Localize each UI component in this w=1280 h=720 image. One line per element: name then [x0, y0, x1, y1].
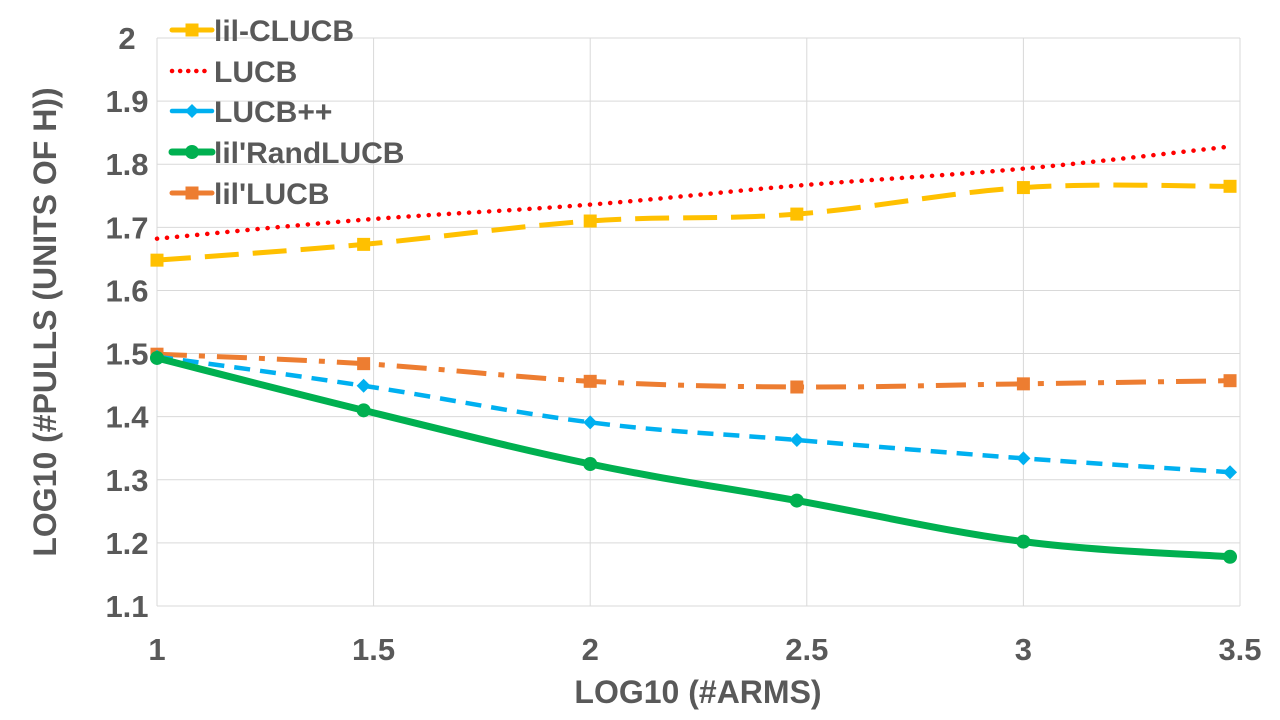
legend-label: LUCB	[214, 56, 297, 89]
data-point	[583, 214, 597, 228]
data-point	[1223, 549, 1238, 564]
data-point	[583, 415, 598, 430]
series-lil'RandLUCB	[150, 350, 1238, 564]
legend: lil-CLUCB LUCB LUCB++ lil'RandLUCB lil'LUCB	[168, 15, 404, 211]
data-point	[583, 374, 597, 388]
data-point	[357, 237, 371, 251]
legend-label: lil-CLUCB	[214, 15, 354, 48]
data-point	[150, 350, 164, 365]
legend-item: lil'LUCB	[169, 178, 329, 211]
x-tick-label: 2	[582, 632, 599, 667]
data-point	[1016, 377, 1030, 391]
data-point	[790, 380, 804, 394]
legend-marker	[185, 145, 199, 159]
series-lil-CLUCB	[150, 179, 1237, 267]
data-point	[789, 493, 804, 508]
x-tick-label: 1.5	[352, 632, 395, 667]
x-tick-label: 1	[148, 632, 165, 667]
gridlines	[156, 37, 1241, 607]
y-tick-label: 1.5	[105, 337, 148, 372]
y-tick-label: 1.8	[105, 147, 148, 182]
x-tick-label: 2.5	[785, 632, 828, 667]
data-point	[356, 403, 371, 418]
tick-labels: 1.1 1.2 1.3 1.4 1.5 1.6 1.7 1.8 1.9 2 1 1.5 2 2.5 3 3.5	[105, 21, 1261, 667]
data-point	[583, 457, 598, 471]
data-point	[150, 253, 164, 267]
legend-item: lil'RandLUCB	[168, 137, 404, 170]
data-point	[356, 378, 371, 393]
legend-label: lil'RandLUCB	[214, 137, 404, 170]
series-LUCB	[154, 144, 1233, 241]
y-tick-label: 2	[118, 21, 135, 56]
y-tick-label: 1.3	[105, 463, 148, 498]
y-tick-label: 1.2	[105, 526, 148, 561]
x-tick-label: 3.5	[1218, 632, 1261, 667]
y-tick-label: 1.6	[105, 273, 148, 308]
x-tick-label: 3	[1015, 632, 1032, 667]
legend-marker	[185, 104, 199, 118]
series-LUCB++	[150, 349, 1238, 480]
y-tick-label: 1.1	[105, 589, 148, 624]
x-axis-title: LOG10 (#ARMS)	[574, 674, 821, 710]
y-tick-label: 1.9	[105, 84, 148, 119]
data-point	[1016, 181, 1030, 195]
legend-label: lil'LUCB	[214, 178, 329, 211]
series-line	[156, 351, 1231, 390]
y-tick-label: 1.4	[105, 400, 149, 435]
data-point	[790, 207, 804, 221]
data-point	[1223, 374, 1237, 388]
legend-marker	[185, 186, 199, 200]
series-line	[154, 144, 1233, 241]
legend-marker	[185, 23, 199, 37]
data-point	[1223, 465, 1238, 480]
series-lil'LUCB	[150, 347, 1237, 394]
series-line	[156, 182, 1231, 263]
legend-item: LUCB	[169, 56, 297, 89]
legend-item: lil-CLUCB	[169, 15, 354, 48]
series-lines	[150, 144, 1238, 564]
legend-item: LUCB++	[169, 96, 332, 129]
data-point	[1016, 534, 1031, 549]
data-point	[789, 433, 804, 448]
data-point	[1016, 451, 1031, 466]
series-line	[153, 354, 1234, 561]
legend-label: LUCB++	[214, 96, 332, 129]
data-point	[1223, 179, 1237, 193]
y-tick-label: 1.7	[105, 210, 148, 245]
series-line	[156, 354, 1231, 475]
y-axis-title: LOG10 (#PULLS (UNITS OF H))	[27, 87, 63, 556]
data-point	[357, 357, 371, 371]
